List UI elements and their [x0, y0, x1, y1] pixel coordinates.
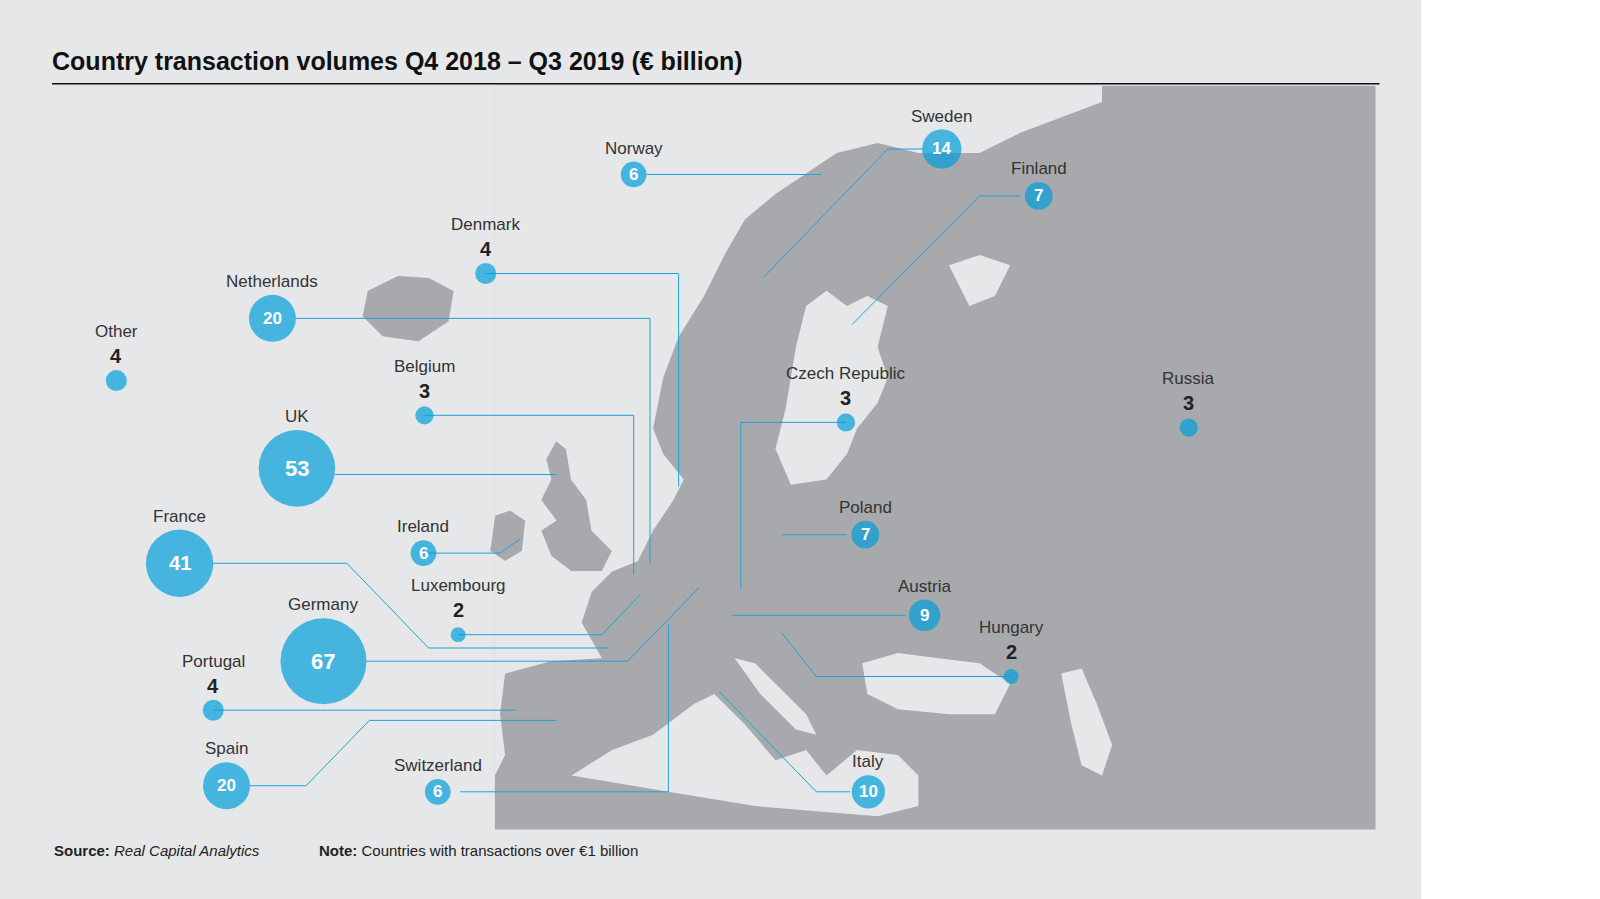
svg-text:6: 6 — [433, 782, 442, 801]
svg-text:Russia: Russia — [1162, 369, 1215, 388]
svg-text:Italy: Italy — [852, 752, 884, 771]
svg-text:10: 10 — [859, 782, 878, 801]
svg-text:6: 6 — [419, 544, 428, 563]
svg-text:Austria: Austria — [898, 577, 951, 596]
svg-text:4: 4 — [110, 345, 122, 367]
svg-text:3: 3 — [840, 387, 851, 409]
svg-text:Czech Republic: Czech Republic — [786, 364, 906, 383]
svg-text:Belgium: Belgium — [394, 357, 455, 376]
svg-text:41: 41 — [169, 552, 191, 574]
svg-text:Source: Real Capital Analytics: Source: Real Capital Analytics — [54, 842, 260, 859]
svg-text:Ireland: Ireland — [397, 517, 449, 536]
svg-text:20: 20 — [263, 309, 282, 328]
svg-text:Norway: Norway — [605, 139, 663, 158]
svg-text:4: 4 — [207, 675, 219, 697]
svg-text:9: 9 — [920, 606, 929, 625]
svg-text:Hungary: Hungary — [979, 618, 1044, 637]
svg-text:3: 3 — [419, 380, 430, 402]
svg-text:Note: Countries with transacti: Note: Countries with transactions over €… — [319, 842, 638, 859]
svg-text:France: France — [153, 507, 206, 526]
svg-text:Netherlands: Netherlands — [226, 272, 318, 291]
svg-text:3: 3 — [1183, 392, 1194, 414]
svg-text:Switzerland: Switzerland — [394, 756, 482, 775]
svg-text:Denmark: Denmark — [451, 215, 520, 234]
svg-text:Portugal: Portugal — [182, 652, 245, 671]
svg-text:53: 53 — [285, 456, 309, 481]
svg-text:Germany: Germany — [288, 595, 358, 614]
svg-text:7: 7 — [861, 525, 870, 544]
svg-text:UK: UK — [285, 407, 309, 426]
svg-text:Sweden: Sweden — [911, 107, 972, 126]
svg-text:Poland: Poland — [839, 498, 892, 517]
svg-text:7: 7 — [1034, 186, 1043, 205]
svg-text:Finland: Finland — [1011, 159, 1067, 178]
svg-text:Country transaction volumes Q4: Country transaction volumes Q4 2018 – Q3… — [52, 47, 743, 75]
svg-text:20: 20 — [217, 776, 236, 795]
svg-text:Luxembourg: Luxembourg — [411, 576, 506, 595]
svg-text:2: 2 — [453, 599, 464, 621]
svg-text:14: 14 — [932, 139, 951, 158]
svg-text:6: 6 — [629, 165, 638, 184]
svg-text:2: 2 — [1006, 641, 1017, 663]
svg-text:4: 4 — [480, 238, 492, 260]
svg-text:67: 67 — [311, 649, 335, 674]
svg-text:Other: Other — [95, 322, 138, 341]
svg-text:Spain: Spain — [205, 739, 248, 758]
